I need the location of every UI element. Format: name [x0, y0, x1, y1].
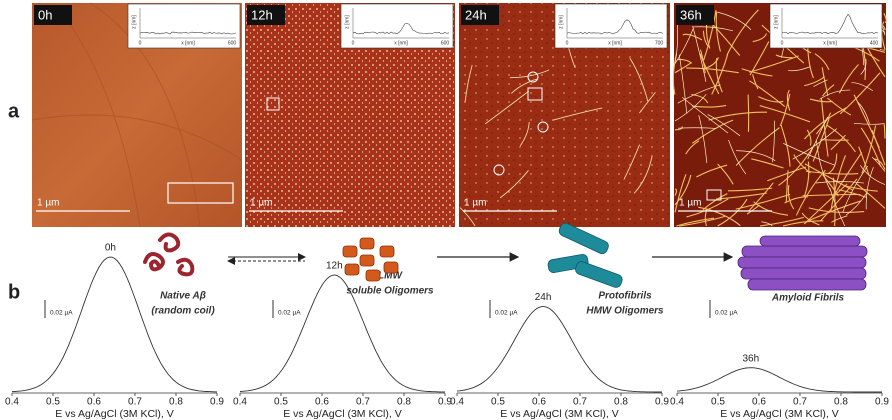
voltammogram — [457, 307, 662, 392]
species-label: soluble Oligomers — [346, 286, 434, 297]
species-label: Native Aβ — [160, 291, 206, 302]
x-axis-label: E vs Ag/AgCl (3M KCl), V — [720, 408, 838, 420]
peak-label: 36h — [742, 353, 759, 364]
native-icon — [145, 234, 192, 274]
x-tick-label: 0.4 — [233, 397, 247, 408]
peak-label: 24h — [535, 292, 552, 303]
inset-x-label: x [nm] — [181, 40, 195, 46]
figure: a b 0h 1 µm z [nm] x [nm] 0 600 12h 1 µm z [nm] x… — [0, 0, 892, 420]
time-label: 24h — [465, 7, 487, 22]
inset-x-max: 400 — [870, 40, 879, 46]
x-tick-label: 0.7 — [573, 397, 587, 408]
scale-bar-label: 1 µm — [37, 198, 59, 209]
x-tick-label: 0.7 — [128, 397, 142, 408]
inset-y-label: z [nm] — [558, 15, 564, 29]
fibril-icon — [738, 236, 867, 290]
x-tick-label: 0.4 — [5, 397, 19, 408]
x-axis-label: E vs Ag/AgCl (3M KCl), V — [283, 408, 401, 420]
voltammogram — [677, 368, 882, 392]
inset-y-label: z [nm] — [344, 15, 350, 29]
x-tick-label: 0.5 — [711, 397, 725, 408]
x-tick-label: 0.8 — [614, 397, 628, 408]
x-tick-label: 0.7 — [793, 397, 807, 408]
x-tick-label: 0.4 — [450, 397, 464, 408]
protofibril-icon — [547, 222, 623, 289]
current-scale-label: 0.02 µA — [278, 310, 301, 317]
x-tick-label: 0.9 — [655, 397, 669, 408]
x-tick-label: 0.9 — [875, 397, 889, 408]
peak-label: 12h — [326, 261, 343, 272]
x-tick-label: 0.9 — [210, 397, 224, 408]
x-axis-label: E vs Ag/AgCl (3M KCl), V — [55, 408, 173, 420]
scale-bar-label: 1 µm — [679, 198, 701, 209]
x-tick-label: 0.8 — [397, 397, 411, 408]
inset-x-min: 0 — [139, 40, 142, 46]
inset-x-min: 0 — [352, 40, 355, 46]
inset-y-label: z [nm] — [773, 15, 779, 29]
peak-label: 0h — [105, 243, 116, 254]
inset-x-label: x [nm] — [394, 40, 408, 46]
x-tick-label: 0.6 — [87, 397, 101, 408]
time-label: 12h — [251, 7, 273, 22]
current-scale-label: 0.02 µA — [495, 310, 518, 317]
x-tick-label: 0.6 — [532, 397, 546, 408]
x-tick-label: 0.4 — [670, 397, 684, 408]
inset-x-max: 600 — [441, 40, 450, 46]
inset-x-min: 0 — [781, 40, 784, 46]
current-scale-label: 0.02 µA — [50, 310, 73, 317]
x-tick-label: 0.8 — [834, 397, 848, 408]
inset-x-label: x [nm] — [608, 40, 622, 46]
time-label: 0h — [38, 7, 52, 22]
inset-x-min: 0 — [566, 40, 569, 46]
species-label: Protofibrils — [598, 291, 652, 302]
species-label: Amyloid Fibrils — [771, 293, 845, 304]
scale-bar-label: 1 µm — [464, 198, 486, 209]
voltammogram — [12, 257, 217, 392]
inset-x-max: 700 — [655, 40, 664, 46]
x-tick-label: 0.7 — [356, 397, 370, 408]
fibril — [820, 140, 848, 141]
panel-label: b — [8, 281, 20, 303]
inset-y-label: z [nm] — [131, 15, 137, 29]
inset-x-label: x [nm] — [823, 40, 837, 46]
x-tick-label: 0.8 — [169, 397, 183, 408]
x-tick-label: 0.5 — [274, 397, 288, 408]
x-tick-label: 0.6 — [752, 397, 766, 408]
species-label: HMW Oligomers — [586, 306, 664, 317]
panel-label: a — [8, 100, 20, 122]
scale-bar-label: 1 µm — [250, 198, 272, 209]
time-label: 36h — [680, 7, 702, 22]
inset-x-max: 600 — [228, 40, 237, 46]
current-scale-label: 0.02 µA — [715, 310, 738, 317]
x-tick-label: 0.5 — [491, 397, 505, 408]
species-label: (random coil) — [151, 306, 215, 317]
x-tick-label: 0.5 — [46, 397, 60, 408]
x-axis-label: E vs Ag/AgCl (3M KCl), V — [500, 408, 618, 420]
x-tick-label: 0.6 — [315, 397, 329, 408]
